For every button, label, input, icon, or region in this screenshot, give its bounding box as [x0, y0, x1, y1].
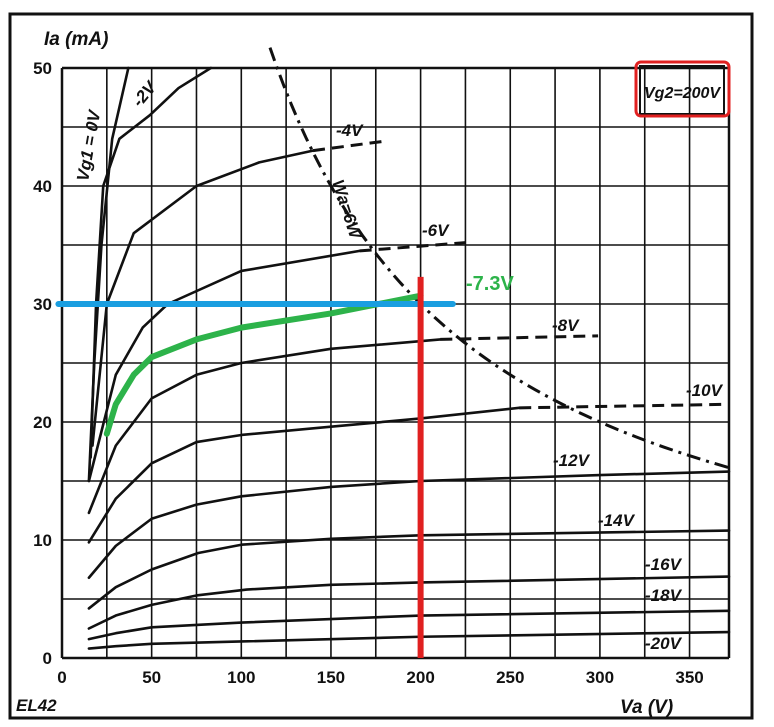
curve-dashed-extension: [440, 334, 599, 341]
curve-label: -20V: [645, 634, 683, 653]
power-limit-curve: [268, 47, 730, 470]
y-tick-label: 10: [33, 531, 52, 550]
chart-title: EL42: [16, 696, 57, 715]
x-tick-label: 300: [586, 668, 614, 687]
curve-16v: [87, 575, 731, 630]
x-tick-label: 0: [57, 668, 66, 687]
curve-4v: [91, 149, 315, 447]
tick-labels: 0 50 100 150 200 250 300 350 0 10 20 30 40 50: [33, 59, 704, 687]
curve-10v: [87, 406, 521, 544]
x-tick-label: 100: [227, 668, 255, 687]
curve-12v: [87, 470, 731, 580]
x-tick-label: 150: [317, 668, 345, 687]
curve-dashed-extension: [312, 139, 385, 153]
curves: [87, 47, 731, 650]
y-tick-label: 20: [33, 413, 52, 432]
outer-frame: [8, 12, 754, 720]
curve-labels: Vg1 = 0V -2V -4V -6V -8V -10V -12V -14V -16V -18V…: [73, 77, 723, 653]
power-curve-label: Wa=6W: [328, 177, 365, 242]
overlays: -7.3V: [55, 273, 514, 658]
curve-label: -14V: [598, 511, 636, 530]
curve-label: -8V: [552, 316, 580, 335]
y-axis-label: Ia (mA): [44, 29, 108, 50]
x-tick-label: 50: [142, 668, 161, 687]
curve-6v: [87, 249, 361, 483]
curve-label: -16V: [645, 555, 683, 574]
curve-label: -10V: [686, 381, 724, 400]
interpolated-curve-green: [103, 292, 424, 437]
curve-label: -12V: [553, 451, 591, 470]
y-tick-label: 30: [33, 295, 52, 314]
curve-dashed-extension: [519, 402, 730, 410]
annotation-box: [639, 65, 725, 115]
y-tick-label: 0: [43, 649, 52, 668]
curve-8v: [87, 338, 442, 515]
y-tick-label: 50: [33, 59, 52, 78]
curve-label: -18V: [645, 586, 683, 605]
curve-label: -4V: [336, 121, 364, 140]
curve-20v: [87, 630, 731, 650]
curve-label: Vg1 = 0V: [73, 107, 104, 182]
annotation-text: Vg2=200V: [644, 85, 721, 102]
interpolated-curve-label: -7.3V: [466, 273, 514, 295]
curve-14v: [87, 529, 731, 610]
y-tick-label: 40: [33, 177, 52, 196]
curve-18v: [87, 609, 731, 641]
x-tick-label: 250: [496, 668, 524, 687]
x-axis-label: Va (V): [620, 697, 673, 718]
x-tick-label: 200: [406, 668, 434, 687]
curve-label: -2V: [129, 77, 162, 111]
x-tick-label: 350: [675, 668, 703, 687]
grid: [60, 66, 731, 660]
curve-label: -6V: [422, 221, 450, 240]
annotation-box-highlight: [634, 60, 731, 118]
